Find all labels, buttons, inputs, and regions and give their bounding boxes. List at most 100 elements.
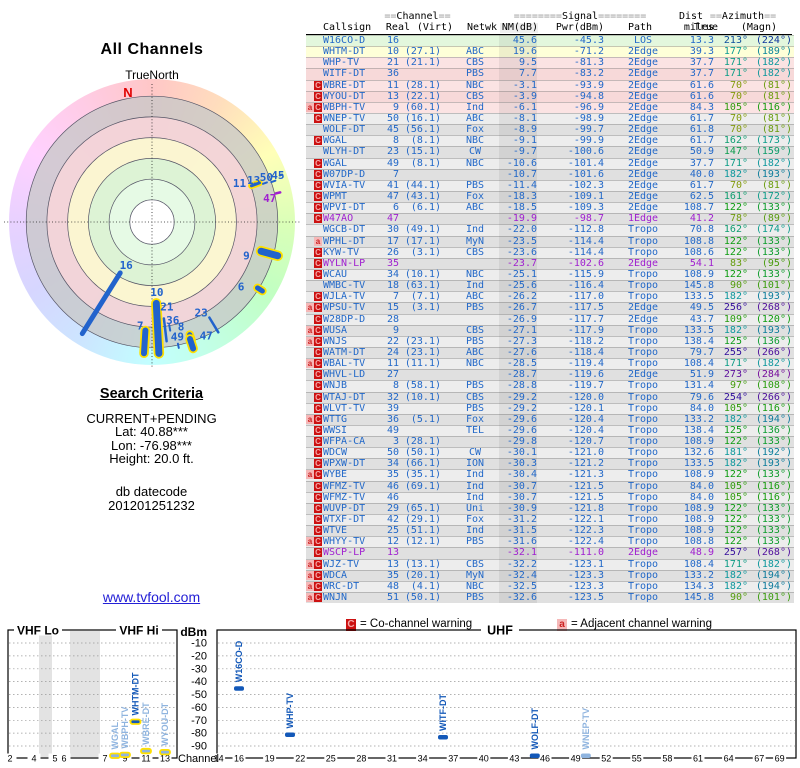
true-azimuth-cell: 70° — [729, 90, 748, 102]
callsign-cell: WITF-DT — [323, 68, 366, 80]
real-channel-cell: 13 — [386, 558, 399, 570]
channel-tick-label: 31 — [387, 754, 397, 764]
virtual-channel-cell: (69.1) — [404, 480, 441, 492]
power-cell: -98.9 — [573, 112, 604, 124]
power-cell: -112.8 — [567, 224, 604, 236]
table-row: C KYW-TV 26 (3.1) CBS -23.6 -114.4 Tropo 108.6 12… — [306, 246, 794, 258]
path-cell: 2Edge — [627, 157, 659, 169]
table-row: C WTXF-DT 42 (29.1) Fox -31.2 -122.1 Tropo 108.9… — [306, 514, 794, 526]
noise-margin-cell: -28.5 — [499, 358, 537, 370]
power-cell: -122.3 — [567, 525, 604, 537]
warning-cell: C — [306, 135, 322, 146]
power-cell: -120.0 — [567, 391, 604, 403]
noise-margin-cell: -10.7 — [499, 168, 537, 180]
distance-cell: 61.7 — [689, 112, 714, 124]
network-cell: MyN — [465, 569, 485, 581]
table-row: C WGAL 49 (8.1) NBC -10.6 -101.4 2Edge 37.7 171° (… — [306, 157, 794, 169]
distance-cell: 79.6 — [689, 391, 714, 403]
magnetic-azimuth-cell: (133°) — [755, 202, 792, 214]
station-marker-label: 45 — [271, 169, 284, 182]
virtual-channel-cell: (20.1) — [404, 569, 441, 581]
co-channel-warning-badge: C — [314, 570, 322, 580]
search-criteria: Search Criteria CURRENT+PENDING Lat: 40.… — [0, 387, 303, 466]
station-label: WHP-TV — [285, 693, 295, 729]
db-datecode-label: db datecode — [115, 484, 188, 499]
virtual-channel-cell: (27.1) — [404, 46, 441, 58]
magnetic-azimuth-cell: (81°) — [761, 179, 792, 191]
tvfool-link[interactable]: www.tvfool.com — [102, 589, 201, 605]
warning-cell: C — [306, 447, 322, 458]
power-cell: -115.9 — [567, 268, 604, 280]
callsign-cell: WSCP-LP — [323, 547, 366, 559]
magnetic-azimuth-cell: (133°) — [755, 514, 792, 526]
noise-margin-cell: -28.8 — [499, 380, 537, 392]
magnetic-azimuth-cell: (192°) — [755, 447, 792, 459]
channel-tick-label: 14 — [214, 754, 224, 764]
station-marker-label: 23 — [194, 307, 207, 320]
virtual-channel-cell: (10.1) — [404, 268, 441, 280]
network-cell: PBS — [465, 402, 485, 414]
network-cell: PBS — [465, 380, 485, 392]
magnetic-azimuth-cell: (224°) — [755, 35, 792, 46]
noise-margin-cell: -28.7 — [499, 369, 537, 381]
warning-cell: C — [306, 380, 322, 391]
magnetic-azimuth-cell: (266°) — [755, 391, 792, 403]
magnetic-azimuth-cell: (101°) — [755, 280, 792, 292]
noise-margin-cell: -32.2 — [499, 558, 537, 570]
co-channel-warning-badge: C — [314, 359, 322, 369]
power-cell: -102.3 — [567, 179, 604, 191]
power-cell: -93.9 — [573, 79, 604, 91]
warning-cell: C — [306, 113, 322, 124]
magnetic-azimuth-cell: (194°) — [755, 580, 792, 592]
station-marker — [168, 324, 172, 332]
callsign-cell: WHTM-DT — [323, 46, 366, 58]
virtual-channel-cell: (17.1) — [404, 235, 441, 247]
true-azimuth-cell: 122° — [723, 235, 748, 247]
callsign-cell: WGAL — [323, 135, 348, 147]
distance-cell: 108.9 — [683, 268, 714, 280]
network-cell: PBS — [465, 302, 485, 314]
distance-cell: 51.9 — [689, 369, 714, 381]
vhf-lo-label: VHF Lo — [17, 624, 59, 638]
warning-cell: C — [306, 158, 322, 169]
adjacent-channel-warning-badge: a — [306, 414, 314, 424]
true-azimuth-cell: 105° — [723, 402, 748, 414]
channel-axis-label: Channel — [178, 753, 219, 765]
adjacent-channel-warning-badge: a — [306, 570, 314, 580]
power-cell: -96.9 — [573, 101, 604, 113]
power-cell: -120.7 — [567, 436, 604, 448]
co-channel-warning-badge: C — [314, 347, 322, 357]
true-azimuth-cell: 182° — [723, 569, 748, 581]
noise-margin-cell: -26.2 — [499, 291, 537, 303]
virtual-channel-cell: (13.1) — [404, 558, 441, 570]
true-azimuth-cell: 254° — [723, 391, 748, 403]
magnetic-azimuth-cell: (182°) — [755, 68, 792, 80]
noise-margin-cell: -25.1 — [499, 268, 537, 281]
callsign-cell: WWSI — [323, 424, 348, 436]
channel-tick-label: 19 — [265, 754, 275, 764]
distance-cell: 84.0 — [689, 480, 714, 492]
real-channel-cell: 47 — [386, 213, 399, 225]
table-row: a C WYBE 35 (35.1) Ind -30.4 -121.3 Tropo 108.9 12… — [306, 469, 794, 481]
magnetic-azimuth-cell: (193°) — [755, 168, 792, 180]
table-row: a WPHL-DT 17 (17.1) MyN -23.5 -114.4 Tropo 108.8… — [306, 235, 794, 247]
col-true: True — [693, 21, 718, 33]
true-azimuth-cell: 122° — [723, 502, 748, 514]
co-channel-warning-badge: C — [314, 325, 322, 335]
path-cell: 1Edge — [627, 213, 659, 225]
true-azimuth-cell: 177° — [723, 46, 748, 58]
adjacent-channel-warning-badge: a — [306, 303, 314, 313]
path-cell: Tropo — [627, 346, 659, 358]
network-cell: NBC — [465, 157, 485, 169]
network-cell: NBC — [465, 268, 485, 280]
callsign-cell: WJLA-TV — [323, 291, 366, 303]
channel-tick-label: 55 — [632, 754, 642, 764]
network-cell: NBC — [465, 135, 485, 147]
power-cell: -117.9 — [567, 324, 604, 336]
distance-cell: 145.8 — [683, 592, 714, 604]
network-cell: Fox — [465, 124, 485, 136]
signal-bar — [129, 718, 142, 725]
